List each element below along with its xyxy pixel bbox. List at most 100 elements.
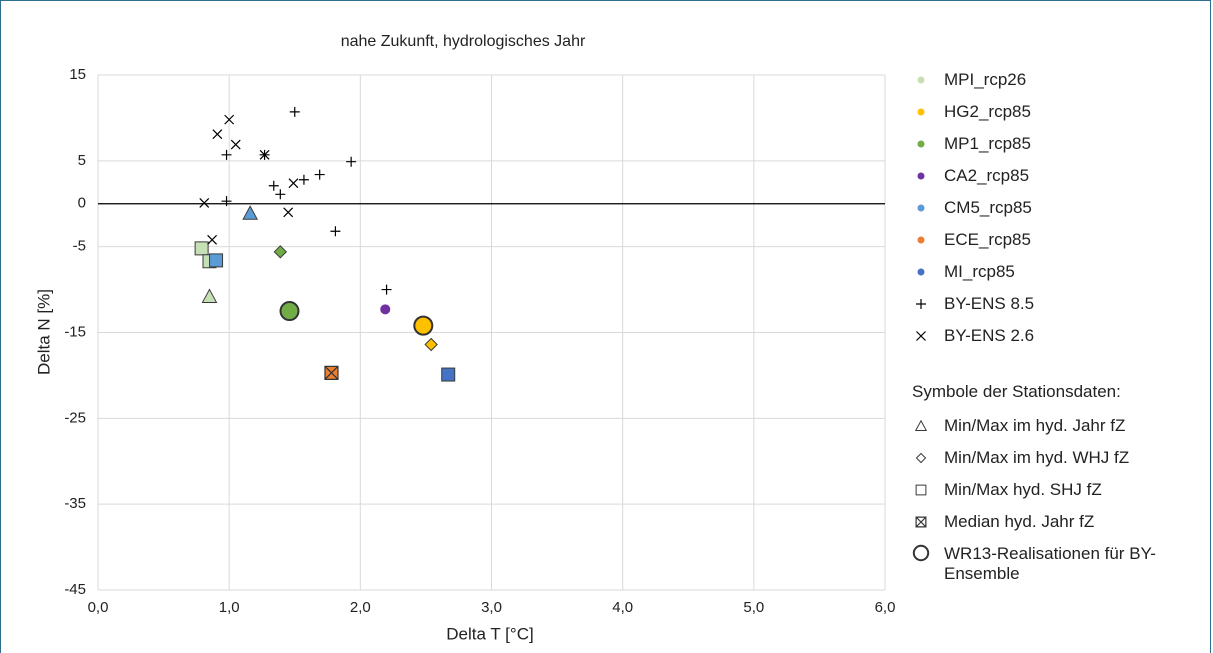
y-tick-label: 5 <box>78 152 86 169</box>
legend-item: BY-ENS 2.6 <box>912 320 1202 352</box>
legend-icon <box>917 172 925 180</box>
marker-dot <box>917 236 925 244</box>
marker-plus <box>289 106 300 117</box>
marker-median <box>915 516 927 528</box>
symbol-legend-item: Median hyd. Jahr fZ <box>912 506 1202 538</box>
legend-label: CA2_rcp85 <box>944 166 1030 185</box>
legend-item: MPI_rcp26 <box>912 64 1202 96</box>
marker-cross <box>224 114 235 125</box>
y-tick-label: -35 <box>64 495 86 512</box>
marker-circle <box>279 301 300 322</box>
marker-dot <box>380 304 391 315</box>
marker-cross <box>288 178 299 189</box>
marker-plus <box>314 169 325 180</box>
marker-cross <box>212 129 223 140</box>
marker-plus <box>221 149 232 160</box>
marker-square <box>915 484 927 496</box>
marker-cross <box>916 331 926 341</box>
marker-circle <box>912 544 930 562</box>
legend: MPI_rcp26 HG2_rcp85 MP1_rcp85 CA2_rcp85 CM5_… <box>912 64 1202 583</box>
y-tick-label: -15 <box>64 323 86 340</box>
legend-item: MI_rcp85 <box>912 256 1202 288</box>
marker-dot <box>917 76 925 84</box>
marker-median <box>324 365 339 380</box>
legend-label: ECE_rcp85 <box>944 230 1031 249</box>
legend-label: BY-ENS 8.5 <box>944 294 1035 313</box>
x-tick-label: 3,0 <box>481 599 502 616</box>
legend-label: MPI_rcp26 <box>944 70 1027 89</box>
marker-plus <box>275 189 286 200</box>
marker-cross <box>230 139 241 150</box>
x-tick-label: 1,0 <box>219 599 240 616</box>
marker-dot <box>917 108 925 116</box>
marker-diamond <box>273 245 288 259</box>
marker-circle <box>413 315 434 336</box>
legend-icon <box>915 516 927 528</box>
marker-triangle <box>914 419 928 431</box>
y-tick-label: 0 <box>78 195 86 212</box>
legend-icon <box>915 484 927 496</box>
legend-item: ECE_rcp85 <box>912 224 1202 256</box>
legend-icon <box>914 419 928 431</box>
y-tick-label: -45 <box>64 581 86 598</box>
marker-cross <box>207 234 218 245</box>
marker-dot <box>917 172 925 180</box>
legend-icon <box>917 204 925 212</box>
marker-plus <box>381 284 392 295</box>
marker-diamond <box>424 337 438 352</box>
symbol-legend-item: Min/Max hyd. SHJ fZ <box>912 474 1202 506</box>
marker-square <box>194 241 209 256</box>
symbol-legend-item: Min/Max im hyd. WHJ fZ <box>912 442 1202 474</box>
symbol-legend-label: WR13-Realisationen für BY-Ensemble <box>944 544 1156 583</box>
symbol-legend-label: Median hyd. Jahr fZ <box>944 512 1095 531</box>
marker-plus <box>298 174 309 185</box>
x-tick-label: 5,0 <box>743 599 764 616</box>
symbol-legend-item: WR13-Realisationen für BY-Ensemble <box>912 538 1202 583</box>
marker-dot <box>917 268 925 276</box>
symbol-legend-label: Min/Max im hyd. Jahr fZ <box>944 416 1126 435</box>
chart: nahe Zukunft, hydrologisches Jahr Delta … <box>34 33 895 643</box>
legend-item: MP1_rcp85 <box>912 128 1202 160</box>
marker-plus <box>268 180 279 191</box>
chart-title: nahe Zukunft, hydrologisches Jahr <box>341 33 586 50</box>
legend-label: MI_rcp85 <box>944 262 1015 281</box>
y-axis-label: Delta N [%] <box>34 289 53 375</box>
marker-diamond <box>915 452 927 464</box>
legend-icon <box>915 452 927 464</box>
legend-icon <box>917 140 925 148</box>
legend-item: BY-ENS 8.5 <box>912 288 1202 320</box>
x-tick-label: 4,0 <box>612 599 633 616</box>
symbol-legend-label: Min/Max im hyd. WHJ fZ <box>944 448 1130 467</box>
legend-label: HG2_rcp85 <box>944 102 1031 121</box>
symbol-legend-title: Symbole der Stationsdaten: <box>912 382 1121 401</box>
x-axis-label: Delta T [°C] <box>446 624 533 643</box>
marker-plus <box>330 226 341 237</box>
legend-icon <box>917 76 925 84</box>
legend-icon <box>916 331 926 341</box>
marker-cross <box>199 197 210 208</box>
symbol-legend-item: Min/Max im hyd. Jahr fZ <box>912 410 1202 442</box>
y-tick-label: 15 <box>69 66 86 83</box>
marker-cross <box>283 207 294 218</box>
marker-triangle <box>201 288 218 303</box>
marker-dot <box>917 204 925 212</box>
legend-icon <box>916 299 926 309</box>
marker-plus <box>346 156 357 167</box>
marker-cross <box>259 149 270 160</box>
legend-icon <box>917 268 925 276</box>
marker-square <box>209 253 224 268</box>
marker-plus <box>916 299 926 309</box>
y-tick-label: -25 <box>64 409 86 426</box>
legend-label: BY-ENS 2.6 <box>944 326 1035 345</box>
legend-label: MP1_rcp85 <box>944 134 1031 153</box>
legend-icon <box>917 236 925 244</box>
legend-label: CM5_rcp85 <box>944 198 1032 217</box>
legend-item: HG2_rcp85 <box>912 96 1202 128</box>
legend-item: CM5_rcp85 <box>912 192 1202 224</box>
symbol-legend-label: Min/Max hyd. SHJ fZ <box>944 480 1102 499</box>
marker-triangle <box>242 205 258 220</box>
marker-plus <box>221 196 232 207</box>
legend-item: CA2_rcp85 <box>912 160 1202 192</box>
